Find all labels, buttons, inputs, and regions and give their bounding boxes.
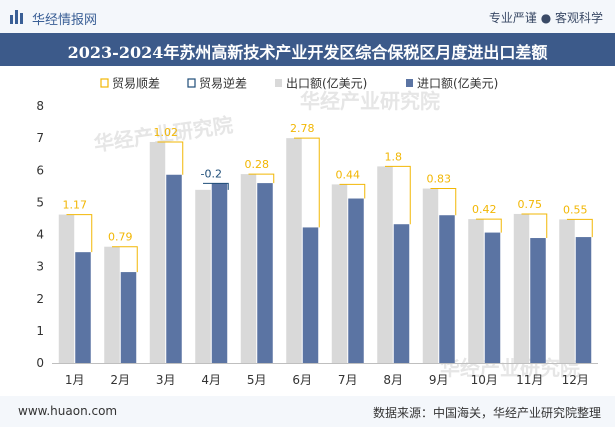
legend-label: 出口额(亿美元) <box>286 76 367 91</box>
legend-swatch <box>100 78 109 88</box>
title-bar: 2023-2024年苏州高新技术产业开发区综合保税区月度进出口差额 <box>0 33 615 66</box>
bar-chart-logo-icon <box>10 10 23 24</box>
export-bar <box>104 246 120 363</box>
site-url[interactable]: www.huaon.com <box>18 404 118 418</box>
surplus-bracket <box>294 137 320 228</box>
x-tick-label: 9月 <box>429 373 449 387</box>
surplus-bracket <box>567 218 593 238</box>
balance-label: 2.78 <box>290 122 315 135</box>
x-tick-label: 8月 <box>383 373 403 387</box>
x-tick-label: 2月 <box>110 373 130 387</box>
export-bar <box>149 141 166 363</box>
export-bar <box>559 219 575 363</box>
export-bar <box>240 174 257 363</box>
balance-label: 1.17 <box>63 199 88 212</box>
balance-label: 0.83 <box>427 173 452 186</box>
import-bar <box>257 183 273 363</box>
tagline: 专业严谨 ● 客观科学 <box>488 11 603 25</box>
balance-label: 1.02 <box>154 126 179 139</box>
legend-label: 进口额(亿美元) <box>417 76 498 91</box>
x-tick-label: 5月 <box>247 373 267 387</box>
export-bar <box>286 138 302 363</box>
balance-label: 0.44 <box>336 168 361 181</box>
balance-label: -0.2 <box>201 167 222 180</box>
y-tick-label: 0 <box>36 356 44 370</box>
y-tick-label: 2 <box>36 292 44 306</box>
surplus-bracket <box>476 218 502 233</box>
y-tick-label: 6 <box>36 163 44 177</box>
import-bar <box>439 215 455 363</box>
watermark-text: 华经产业研究院 <box>300 89 440 113</box>
surplus-bracket <box>521 213 548 239</box>
export-bar <box>331 184 348 363</box>
y-tick-label: 7 <box>36 131 44 145</box>
header-bar: 华经情报网 专业严谨 ● 客观科学 <box>0 0 615 33</box>
data-source: 数据来源：中国海关，华经产业研究院整理 <box>372 406 601 420</box>
legend-swatch <box>406 79 413 87</box>
import-bar <box>393 224 410 363</box>
surplus-bracket <box>66 214 93 253</box>
surplus-bracket <box>248 173 275 184</box>
balance-label: 0.28 <box>245 158 270 171</box>
x-tick-label: 3月 <box>156 373 176 387</box>
surplus-bracket <box>157 141 184 175</box>
legend-label: 贸易逆差 <box>199 76 247 91</box>
surplus-bracket <box>430 188 457 216</box>
export-bar <box>195 189 211 363</box>
import-bar <box>575 237 592 363</box>
deficit-bracket <box>203 182 229 190</box>
balance-label: 0.75 <box>518 198 543 211</box>
balance-label: 0.79 <box>108 231 133 244</box>
balance-label: 0.55 <box>563 203 588 216</box>
watermark-text: 华经产业研究院 <box>440 356 580 380</box>
chart-title: 2023-2024年苏州高新技术产业开发区综合保税区月度进出口差额 <box>67 43 548 62</box>
export-bar <box>468 219 484 363</box>
import-bar <box>302 227 319 363</box>
surplus-bracket <box>385 165 411 225</box>
x-tick-label: 7月 <box>338 373 358 387</box>
import-bar <box>484 232 501 363</box>
y-tick-label: 5 <box>36 195 44 209</box>
x-tick-label: 12月 <box>562 373 589 387</box>
import-bar <box>166 174 182 363</box>
legend-label: 贸易顺差 <box>112 77 160 91</box>
export-bar <box>58 214 75 363</box>
import-bar <box>211 183 228 363</box>
x-tick-label: 10月 <box>471 373 498 387</box>
export-bar <box>513 213 530 363</box>
surplus-bracket <box>339 183 366 199</box>
brand-name: 华经情报网 <box>32 13 98 28</box>
y-tick-label: 1 <box>36 324 44 338</box>
export-bar <box>377 166 393 363</box>
legend-swatch <box>187 78 196 88</box>
legend-swatch <box>275 79 282 87</box>
surplus-bracket <box>112 246 138 273</box>
x-tick-label: 11月 <box>516 373 543 387</box>
x-tick-label: 6月 <box>292 373 312 387</box>
import-bar <box>348 198 364 363</box>
import-bar <box>75 252 91 363</box>
balance-label: 1.8 <box>385 150 403 163</box>
x-tick-label: 4月 <box>201 373 221 387</box>
footer-bar: www.huaon.com 数据来源：中国海关，华经产业研究院整理 <box>0 396 615 427</box>
x-tick-label: 1月 <box>65 373 85 387</box>
y-tick-label: 8 <box>36 99 44 113</box>
import-bar <box>530 238 546 363</box>
balance-label: 0.42 <box>472 203 497 216</box>
export-bar <box>422 188 439 363</box>
import-bar <box>120 272 137 363</box>
y-tick-label: 4 <box>36 228 44 242</box>
y-tick-label: 3 <box>36 260 44 274</box>
